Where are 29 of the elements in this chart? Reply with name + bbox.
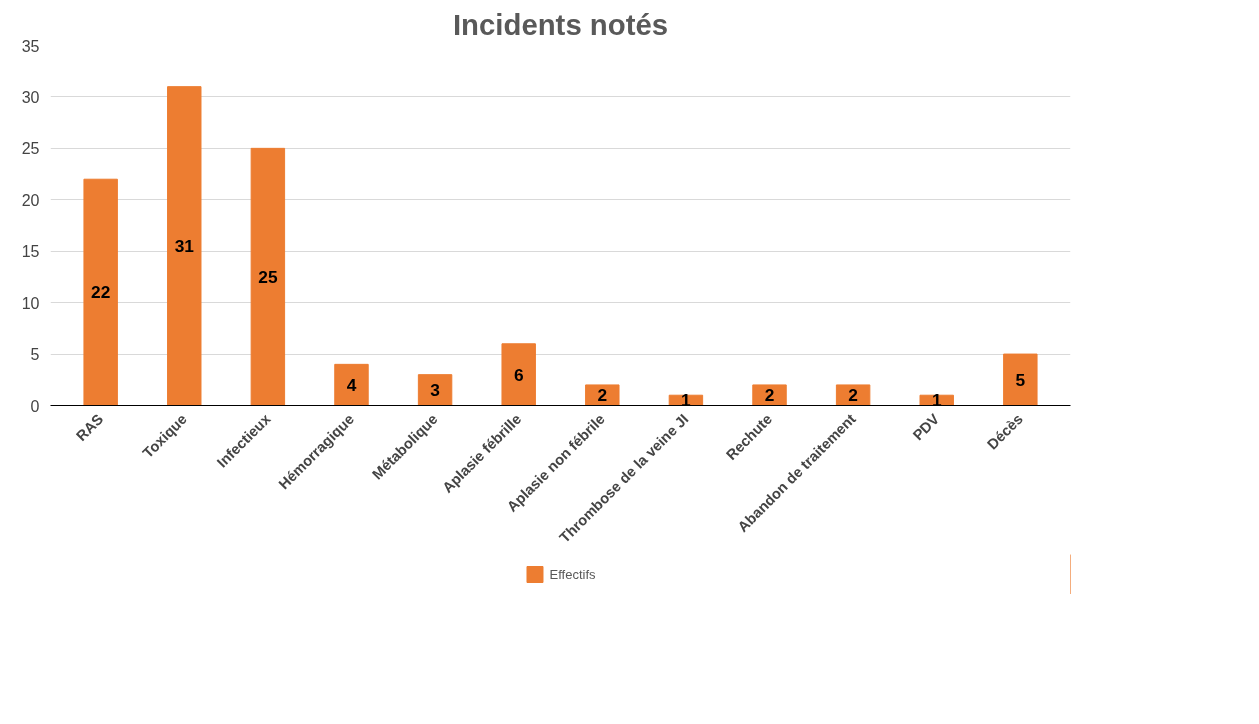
bar [1003, 353, 1038, 406]
data-label: 4 [346, 374, 357, 395]
bar [250, 147, 286, 406]
bar [167, 86, 202, 406]
data-label: 25 [258, 266, 278, 287]
data-label: 5 [1015, 369, 1026, 390]
data-label: 2 [848, 385, 858, 406]
y-tick-label: 5 [30, 346, 40, 364]
bar [585, 384, 620, 406]
data-label: 22 [91, 282, 111, 303]
y-tick-label: 25 [21, 140, 40, 158]
bar [417, 374, 453, 406]
chart-title: Incidents notés [452, 7, 669, 41]
legend-label: Effectifs [549, 566, 596, 582]
bar [334, 363, 369, 406]
y-tick-label: 30 [21, 88, 40, 106]
bar [752, 384, 787, 406]
data-label: 3 [430, 380, 441, 401]
bar [501, 343, 536, 406]
y-tick-label: 10 [21, 294, 40, 312]
data-label: 2 [764, 385, 775, 406]
y-tick-label: 15 [21, 243, 40, 261]
y-tick-label: 0 [30, 397, 40, 415]
y-tick-label: 20 [21, 191, 40, 209]
data-label: 31 [174, 236, 195, 257]
bar [83, 178, 118, 406]
data-label: 6 [513, 364, 524, 385]
y-tick-label: 35 [21, 37, 40, 55]
data-label: 2 [597, 385, 608, 406]
